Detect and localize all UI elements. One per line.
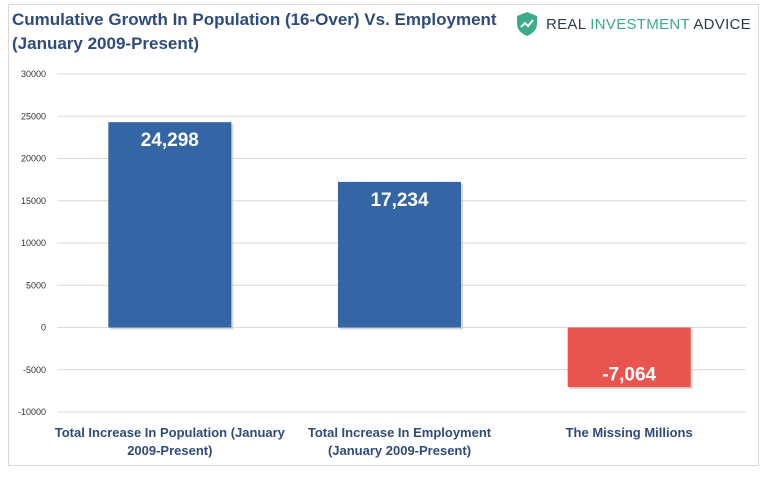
y-tick-label: -10000 — [18, 407, 46, 417]
y-tick-label: 20000 — [21, 154, 46, 164]
brand-name: REAL INVESTMENT ADVICE — [546, 16, 751, 33]
brand-word-advice: ADVICE — [693, 15, 751, 33]
chart-title-line-2: (January 2009-Present) — [12, 34, 200, 53]
x-category-label-line: Total Increase In Population (January — [54, 425, 285, 440]
bar-1 — [108, 122, 232, 328]
y-tick-label: 5000 — [26, 280, 46, 290]
data-label: 24,298 — [141, 130, 199, 151]
bars — [108, 122, 693, 390]
y-tick-label: 0 — [41, 323, 46, 333]
shield-icon — [517, 12, 537, 36]
x-category-label-line: (January 2009-Present) — [327, 443, 472, 458]
chart-title-line-1: Cumulative Growth In Population (16-Over… — [12, 10, 497, 29]
x-category-label: The Missing Millions — [504, 424, 754, 442]
chart-title: Cumulative Growth In Population (16-Over… — [12, 8, 512, 56]
data-labels: 24,298 17,234 -7,064 — [141, 130, 657, 385]
y-tick-label: 10000 — [21, 238, 46, 248]
x-category-label-line: Total Increase In Employment — [307, 425, 492, 440]
y-tick-label: 25000 — [21, 111, 46, 121]
y-axis-ticks: 30000 25000 20000 15000 10000 5000 0 -5000 -1000… — [18, 69, 46, 417]
y-tick-label: 30000 — [21, 69, 46, 79]
data-label: 17,234 — [370, 190, 429, 211]
y-tick-label: -5000 — [23, 365, 46, 375]
brand-word-real: REAL — [546, 15, 586, 33]
brand-word-investment: INVESTMENT — [590, 15, 690, 33]
x-category-label: Total Increase In Employment (January 200… — [275, 424, 525, 460]
bar-3 — [567, 327, 691, 388]
x-category-label: Total Increase In Population (January 200… — [45, 424, 295, 460]
brand-logo: REAL INVESTMENT ADVICE — [516, 11, 751, 37]
y-tick-label: 15000 — [21, 196, 46, 206]
data-label: -7,064 — [602, 365, 656, 386]
x-category-label-line: 2009-Present) — [127, 443, 213, 458]
bar-2 — [338, 181, 461, 328]
x-category-label-line: The Missing Millions — [565, 425, 693, 440]
